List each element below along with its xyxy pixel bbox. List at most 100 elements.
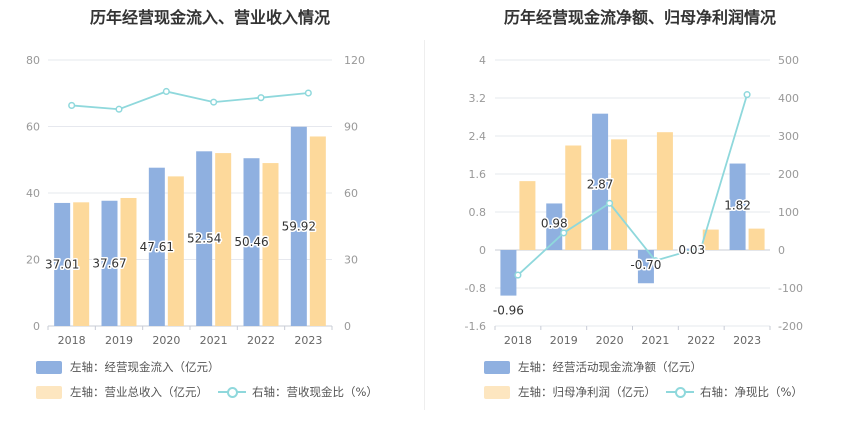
legend-swatch-revenue (36, 385, 62, 399)
bar-secondary (656, 132, 673, 250)
x-tick-label: 2021 (641, 334, 669, 347)
x-tick-label: 2023 (733, 334, 761, 347)
legend-label: 左轴：营业总收入（亿元） (70, 385, 208, 399)
data-label: 0.98 (541, 216, 568, 230)
y-left-tick-label: 4 (479, 54, 486, 67)
y-right-tick-label: 0 (778, 244, 785, 257)
bar-secondary (702, 229, 719, 250)
line-point (606, 199, 614, 207)
data-label: 47.61 (140, 240, 174, 254)
y-left-tick-label: 0 (33, 320, 40, 333)
line-point (743, 91, 751, 99)
y-right-tick-label: 120 (344, 54, 365, 67)
legend-line-icon (218, 386, 246, 398)
y-left-tick-label: 40 (26, 187, 40, 200)
y-left-tick-label: 2.4 (469, 130, 487, 143)
bar-secondary (215, 153, 232, 326)
y-right-tick-label: 30 (344, 254, 358, 267)
bar-primary (290, 126, 307, 327)
data-label: 1.82 (724, 199, 751, 213)
y-left-tick-label: -1.6 (465, 320, 486, 333)
data-label: 0.03 (678, 243, 705, 257)
line-series (71, 90, 309, 111)
legend-swatch-net-profit (484, 385, 510, 399)
bar-primary (101, 200, 118, 326)
bar-primary (54, 202, 71, 326)
bar-secondary (519, 181, 536, 250)
line-point (162, 87, 170, 96)
line-point (560, 229, 568, 237)
legend-item-net-cash-flow[interactable]: 左轴：经营活动现金流净额（亿元） (484, 359, 702, 375)
legend-item-cash-inflow[interactable]: 左轴：经营现金流入（亿元） (36, 359, 220, 375)
x-tick-label: 2022 (247, 334, 275, 347)
bar-primary (637, 250, 654, 284)
data-label: 52.54 (187, 232, 221, 246)
data-label: -0.96 (493, 304, 524, 318)
bar-primary (196, 151, 213, 326)
y-right-tick-label: 90 (344, 121, 358, 134)
legend-item-revenue[interactable]: 左轴：营业总收入（亿元） (36, 384, 208, 400)
y-left-tick-label: 20 (26, 254, 40, 267)
bar-primary (243, 158, 260, 326)
bar-secondary (262, 163, 279, 326)
y-right-tick-label: 500 (778, 54, 799, 67)
x-tick-label: 2019 (550, 334, 578, 347)
legend-label: 左轴：经营活动现金流净额（亿元） (518, 360, 702, 374)
y-right-tick-label: 300 (778, 130, 799, 143)
x-tick-label: 2022 (687, 334, 715, 347)
bar-secondary (73, 202, 90, 326)
legend-swatch-net-cash-flow (484, 360, 510, 374)
legend-label: 右轴：净现比（%） (700, 385, 803, 399)
y-left-tick-label: 0.8 (469, 206, 487, 219)
y-left-tick-label: 0 (479, 244, 486, 257)
x-tick-label: 2018 (504, 334, 532, 347)
line-series (517, 94, 748, 276)
legend-label: 左轴：经营现金流入（亿元） (70, 360, 220, 374)
bar-primary (592, 113, 609, 250)
chart-title-left: 历年经营现金流入、营业收入情况 (89, 8, 330, 27)
panel-divider (424, 40, 425, 410)
line-point (304, 89, 312, 97)
x-tick-label: 2023 (294, 334, 322, 347)
legend-label: 左轴：归母净利润（亿元） (518, 385, 656, 399)
data-label: 2.87 (587, 178, 614, 192)
bar-secondary (120, 197, 137, 326)
data-label: 37.67 (92, 256, 126, 270)
bar-primary (500, 250, 517, 296)
y-right-tick-label: 60 (344, 187, 358, 200)
y-left-tick-label: 1.6 (469, 168, 487, 181)
legend-item-net-cash-ratio[interactable]: 右轴：净现比（%） (666, 384, 803, 400)
line-point (210, 98, 218, 106)
y-left-tick-label: 3.2 (469, 92, 487, 105)
x-tick-label: 2018 (58, 334, 86, 347)
bar-secondary (167, 176, 184, 326)
legend-item-net-profit[interactable]: 左轴：归母净利润（亿元） (484, 384, 656, 400)
x-tick-label: 2021 (200, 334, 228, 347)
x-tick-label: 2019 (105, 334, 133, 347)
data-label: 50.46 (234, 235, 268, 249)
line-point (68, 101, 76, 109)
y-right-tick-label: 200 (778, 168, 799, 181)
bar-secondary (309, 136, 326, 326)
bar-primary (148, 167, 165, 326)
bar-secondary (565, 145, 582, 250)
bar-secondary (611, 139, 628, 250)
bar-primary (729, 163, 746, 250)
y-right-tick-label: 400 (778, 92, 799, 105)
line-point (115, 105, 123, 113)
y-right-tick-label: -100 (778, 282, 803, 295)
data-label: -0.70 (630, 258, 661, 272)
y-right-tick-label: 100 (778, 206, 799, 219)
y-right-tick-label: 0 (344, 320, 351, 333)
chart-title-right: 历年经营现金流净额、归母净利润情况 (503, 8, 776, 27)
line-point (697, 243, 705, 251)
y-left-tick-label: 60 (26, 121, 40, 134)
line-point (651, 257, 659, 265)
line-point (257, 94, 265, 102)
bar-secondary (748, 228, 765, 250)
y-left-tick-label: -0.8 (465, 282, 486, 295)
legend-item-revenue-cash-ratio[interactable]: 右轴：营收现金比（%） (218, 384, 378, 400)
legend-swatch-cash-inflow (36, 360, 62, 374)
data-label: 59.92 (282, 219, 316, 233)
